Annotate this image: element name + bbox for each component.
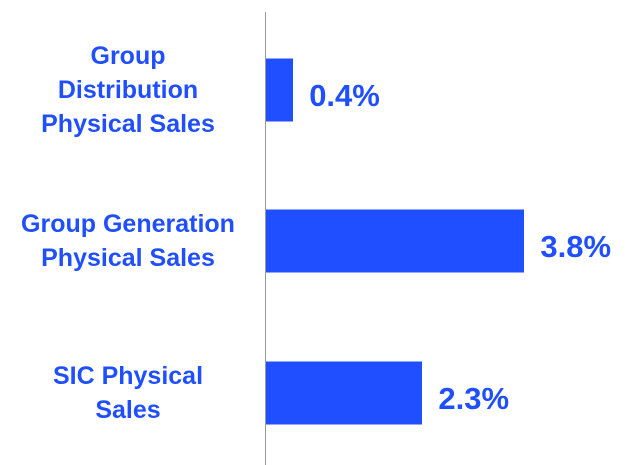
- category-label: Group Distribution Physical Sales: [41, 42, 215, 138]
- bar: [266, 209, 525, 273]
- bar: [266, 58, 294, 122]
- value-label: 2.3%: [438, 381, 510, 416]
- category-label: Group Generation Physical Sales: [21, 210, 235, 272]
- bar: [266, 361, 423, 425]
- value-label: 3.8%: [540, 229, 612, 264]
- value-label: 0.4%: [309, 78, 380, 113]
- category-label: SIC Physical Sales: [52, 362, 204, 424]
- axis-line: [265, 12, 266, 465]
